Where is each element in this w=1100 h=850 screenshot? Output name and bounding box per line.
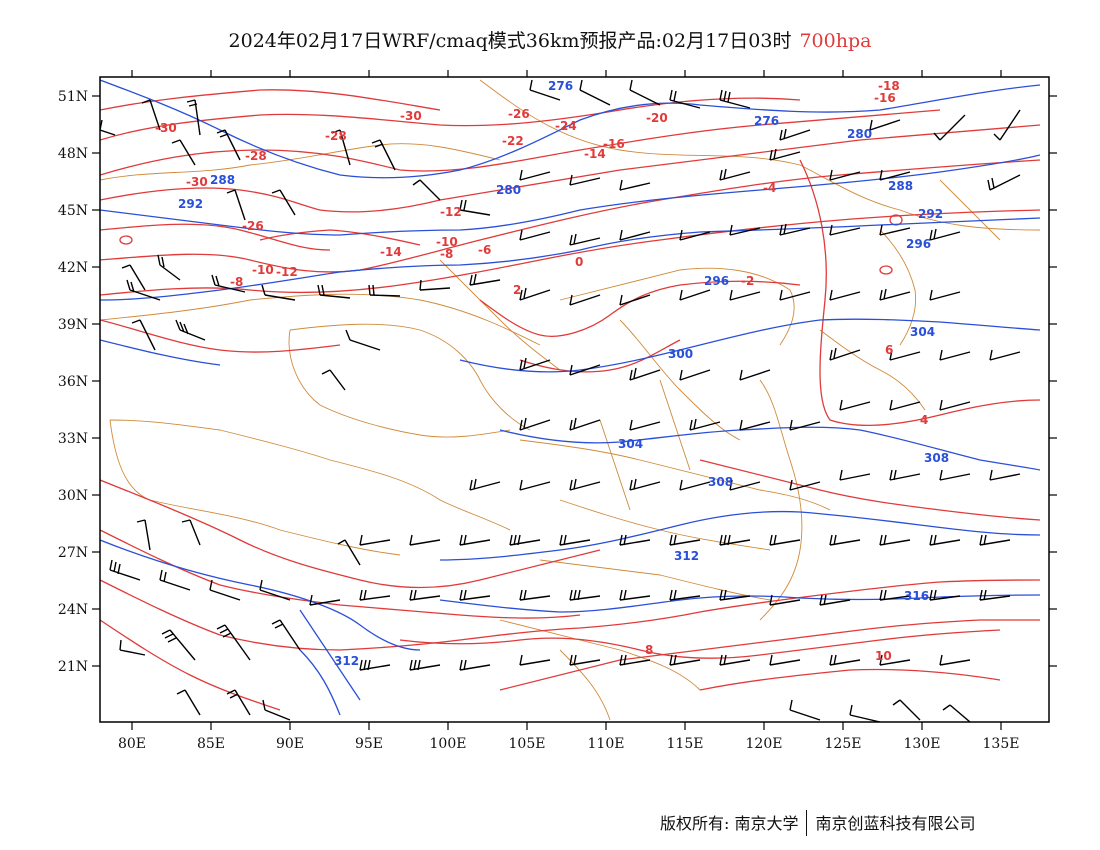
- lon-label: 100E: [430, 736, 467, 752]
- lat-label: 21N: [58, 659, 88, 675]
- height-label: 300: [668, 347, 693, 361]
- temp-label: -30: [186, 175, 208, 189]
- wind-barbs: [100, 79, 1021, 722]
- temp-label: -16: [874, 91, 896, 105]
- temp-label: -20: [646, 111, 668, 125]
- temp-label: 2: [513, 283, 521, 297]
- title-level: 700hpa: [799, 30, 872, 52]
- height-contours: [100, 79, 1041, 716]
- lon-label: 80E: [118, 736, 146, 752]
- temp-label: 10: [875, 649, 892, 663]
- temp-label: -18: [878, 79, 900, 93]
- temp-label: -22: [502, 134, 524, 148]
- temp-label: -28: [325, 129, 347, 143]
- latitude-axis: [92, 95, 1057, 667]
- lat-label: 48N: [58, 146, 88, 162]
- temp-label: 0: [575, 255, 583, 269]
- height-label: 296: [704, 274, 729, 288]
- temp-label: -26: [508, 107, 530, 121]
- height-label: 292: [918, 207, 943, 221]
- map-title: 2024年02月17日WRF/cmaq模式36km预报产品:02月17日03时 7…: [0, 26, 1100, 53]
- title-main: 2024年02月17日WRF/cmaq模式36km预报产品:02月17日03时: [228, 30, 792, 52]
- lat-label: 51N: [58, 89, 88, 105]
- temp-label: -30: [155, 121, 177, 135]
- lat-label: 39N: [58, 317, 88, 333]
- lat-label: 36N: [58, 374, 88, 390]
- temp-label: -30: [400, 109, 422, 123]
- footer-left: 版权所有: 南京大学: [660, 814, 799, 833]
- temp-label: -14: [584, 147, 606, 161]
- lon-label: 125E: [825, 736, 862, 752]
- height-label: 280: [496, 183, 521, 197]
- temp-label: -12: [440, 205, 462, 219]
- plot-frame: [99, 76, 1050, 723]
- height-label: 276: [754, 114, 779, 128]
- height-label: 296: [906, 237, 931, 251]
- temp-label: -16: [603, 137, 625, 151]
- temp-label: -6: [478, 243, 491, 257]
- footer-divider: [806, 809, 808, 836]
- temp-label: -14: [380, 245, 402, 259]
- height-labels: 276 276 280 280 288 288 292 292 296 296 …: [178, 79, 949, 668]
- temperature-labels: -30 -30 -28 -28 -30 -26 -26 -24 -22 -20 …: [155, 79, 928, 663]
- lon-label: 105E: [509, 736, 546, 752]
- temp-label: -28: [245, 149, 267, 163]
- height-label: 308: [924, 451, 949, 465]
- lat-label: 24N: [58, 602, 88, 618]
- lon-label: 95E: [355, 736, 383, 752]
- height-label: 316: [904, 589, 929, 603]
- lon-label: 115E: [667, 736, 704, 752]
- height-label: 304: [618, 437, 643, 451]
- longitude-axis: [131, 70, 1002, 730]
- lon-label: 135E: [983, 736, 1020, 752]
- height-label: 308: [708, 475, 733, 489]
- temp-label: -8: [440, 247, 453, 261]
- lat-label: 27N: [58, 545, 88, 561]
- latitude-labels: 51N 48N 45N 42N 39N 36N 33N 30N 27N 24N …: [58, 89, 88, 675]
- height-label: 288: [210, 173, 235, 187]
- lat-label: 30N: [58, 488, 88, 504]
- temp-label: -2: [741, 274, 754, 288]
- lat-label: 42N: [58, 260, 88, 276]
- height-label: 288: [888, 179, 913, 193]
- temp-label: -8: [230, 275, 243, 289]
- lat-label: 45N: [58, 203, 88, 219]
- temp-label: 4: [920, 413, 928, 427]
- lon-label: 90E: [276, 736, 304, 752]
- temp-label: -12: [276, 265, 298, 279]
- temp-label: 8: [645, 643, 653, 657]
- height-label: 280: [847, 127, 872, 141]
- temp-label: -10: [436, 235, 458, 249]
- temp-label: -26: [242, 219, 264, 233]
- copyright-footer: 版权所有: 南京大学 南京创蓝科技有限公司: [660, 809, 976, 838]
- footer-right: 南京创蓝科技有限公司: [815, 814, 976, 833]
- height-label: 292: [178, 197, 203, 211]
- height-label: 276: [548, 79, 573, 93]
- lon-label: 130E: [904, 736, 941, 752]
- longitude-labels: 80E 85E 90E 95E 100E 105E 110E 115E 120E…: [118, 736, 1020, 752]
- lat-label: 33N: [58, 431, 88, 447]
- temp-label: -10: [252, 263, 274, 277]
- height-label: 312: [334, 654, 359, 668]
- temp-label: 6: [885, 343, 893, 357]
- lon-label: 120E: [746, 736, 783, 752]
- temp-label: -4: [763, 181, 776, 195]
- height-label: 312: [674, 549, 699, 563]
- boundary-lines: [100, 79, 1041, 721]
- height-label: 304: [910, 325, 935, 339]
- lon-label: 110E: [588, 736, 625, 752]
- temp-label: -24: [555, 119, 577, 133]
- lon-label: 85E: [197, 736, 225, 752]
